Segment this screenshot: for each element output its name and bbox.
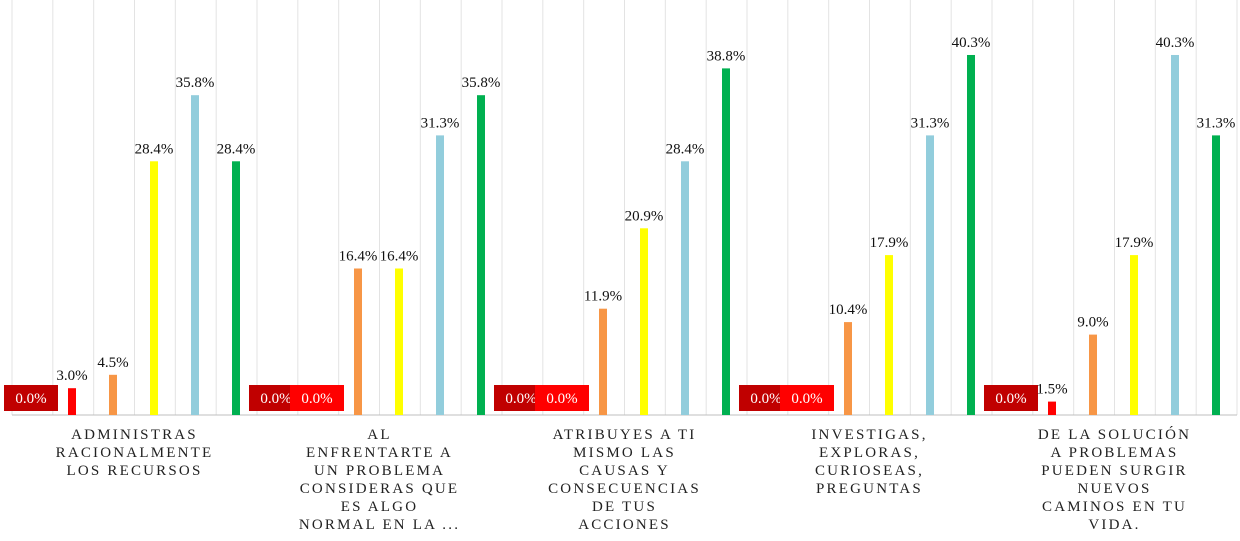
bar	[926, 135, 934, 416]
bar	[722, 68, 730, 416]
value-label: 16.4%	[339, 248, 378, 264]
x-tick-label: DE LA SOLUCIÓN A PROBLEMAS PUEDEN SURGIR…	[1037, 427, 1192, 533]
bar	[354, 268, 362, 415]
value-label: 28.4%	[135, 141, 174, 157]
x-tick-label: ADMINISTRAS RACIONALMENTE LOS RECURSOS	[55, 427, 214, 479]
bar	[68, 388, 76, 415]
value-label: 1.5%	[1036, 382, 1067, 398]
bar	[232, 161, 240, 415]
value-label: 0.0%	[15, 391, 46, 407]
value-label: 28.4%	[666, 141, 705, 157]
value-label: 0.0%	[750, 391, 781, 407]
value-label: 10.4%	[829, 302, 868, 318]
value-label: 40.3%	[952, 35, 991, 51]
value-label: 31.3%	[1197, 115, 1236, 131]
value-label: 0.0%	[546, 391, 577, 407]
value-label: 17.9%	[870, 235, 909, 251]
bar	[109, 374, 117, 415]
value-label: 0.0%	[505, 391, 536, 407]
bar	[1048, 401, 1056, 415]
value-label: 4.5%	[97, 355, 128, 371]
value-label: 0.0%	[995, 391, 1026, 407]
bar	[599, 308, 607, 415]
x-tick-label: ATRIBUYES A TI MISMO LAS CAUSAS Y CONSEC…	[548, 427, 701, 533]
value-label: 9.0%	[1077, 315, 1108, 331]
value-label-box	[984, 385, 1038, 411]
value-label: 28.4%	[217, 141, 256, 157]
bar	[885, 255, 893, 415]
bar	[967, 54, 975, 416]
bar	[477, 95, 485, 415]
x-tick-label: AL ENFRENTARTE A UN PROBLEMA CONSIDERAS …	[298, 427, 461, 533]
value-label-box	[4, 385, 58, 411]
x-tick-label: INVESTIGAS, EXPLORAS, CURIOSEAS, PREGUNT…	[811, 427, 928, 497]
bar	[1130, 255, 1138, 415]
value-label: 31.3%	[911, 115, 950, 131]
value-label: 0.0%	[260, 391, 291, 407]
bar	[681, 161, 689, 415]
value-label: 16.4%	[380, 248, 419, 264]
value-label: 0.0%	[791, 391, 822, 407]
bar	[395, 268, 403, 415]
bar	[436, 135, 444, 416]
bar	[640, 228, 648, 415]
value-label: 20.9%	[625, 208, 664, 224]
bar	[844, 322, 852, 415]
value-label: 38.8%	[707, 48, 746, 64]
value-label: 40.3%	[1156, 35, 1195, 51]
bar	[1089, 334, 1097, 415]
value-label: 0.0%	[301, 391, 332, 407]
value-label: 35.8%	[176, 75, 215, 91]
bar	[150, 161, 158, 415]
value-label: 17.9%	[1115, 235, 1154, 251]
value-label: 3.0%	[56, 368, 87, 384]
value-label: 35.8%	[462, 75, 501, 91]
bar	[1171, 54, 1179, 416]
value-label: 11.9%	[584, 289, 622, 305]
value-label-box	[290, 385, 344, 411]
bar	[1212, 135, 1220, 416]
value-label: 31.3%	[421, 115, 460, 131]
value-label-box	[780, 385, 834, 411]
bar	[191, 95, 199, 415]
value-label-box	[535, 385, 589, 411]
